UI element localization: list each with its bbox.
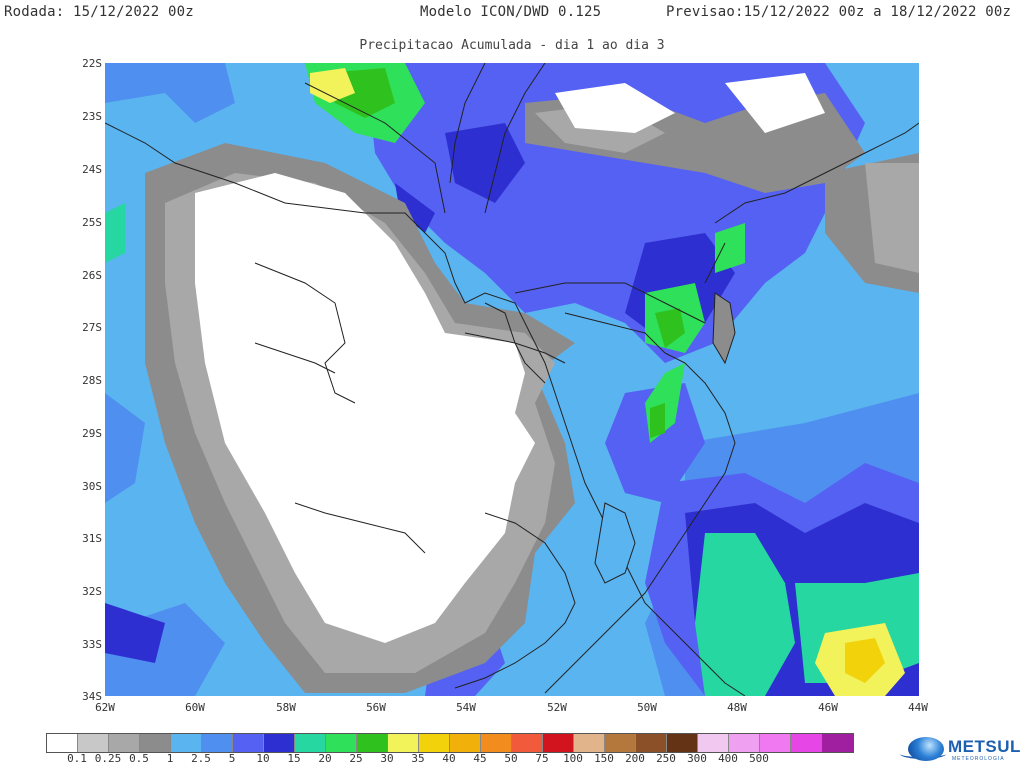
legend-swatch [47, 734, 78, 752]
lagoon [594, 502, 636, 584]
lat-label: 32S [82, 585, 102, 598]
forecast-period-label: Previsao:15/12/2022 00z a 18/12/2022 00z [666, 4, 1012, 20]
legend-swatch [667, 734, 698, 752]
lat-label: 29S [82, 427, 102, 440]
legend-label: 35 [411, 752, 425, 765]
legend-swatch [78, 734, 109, 752]
lat-label: 30S [82, 480, 102, 493]
legend-label: 0.1 [67, 752, 87, 765]
legend-swatch [295, 734, 326, 752]
legend-swatch [822, 734, 853, 752]
legend-swatch [264, 734, 295, 752]
legend-swatch [233, 734, 264, 752]
lat-label: 27S [82, 321, 102, 334]
legend-label: 75 [535, 752, 549, 765]
legend-label: 5 [228, 752, 236, 765]
lat-label: 22S [82, 57, 102, 70]
legend-swatch [791, 734, 822, 752]
map-subtitle: Precipitacao Acumulada - dia 1 ao dia 3 [359, 38, 665, 53]
legend-label: 1 [166, 752, 174, 765]
precip-white-2 [555, 73, 825, 133]
legend-swatch [388, 734, 419, 752]
legend-swatch [202, 734, 233, 752]
lon-label: 60W [185, 701, 205, 714]
legend-label: 30 [380, 752, 394, 765]
lon-label: 58W [276, 701, 296, 714]
legend-swatch [698, 734, 729, 752]
legend-swatch [326, 734, 357, 752]
legend-label: 20 [318, 752, 332, 765]
legend-label: 10 [256, 752, 270, 765]
precip-lightgrey-2 [535, 103, 919, 273]
legend-label: 2.5 [191, 752, 211, 765]
lat-label: 24S [82, 163, 102, 176]
lon-label: 50W [637, 701, 657, 714]
legend-swatch [450, 734, 481, 752]
legend-label: 100 [563, 752, 583, 765]
logo-text: METSUL [948, 737, 1021, 756]
legend-swatch [140, 734, 171, 752]
legend-label: 300 [687, 752, 707, 765]
legend-label: 150 [594, 752, 614, 765]
legend-swatch [512, 734, 543, 752]
legend-label: 200 [625, 752, 645, 765]
precip-20 [105, 203, 919, 696]
lat-label: 25S [82, 216, 102, 229]
globe-icon [908, 737, 944, 761]
lon-label: 56W [366, 701, 386, 714]
island [712, 292, 736, 365]
precip-35 [310, 68, 905, 696]
lon-label: 54W [456, 701, 476, 714]
run-date-label: Rodada: 15/12/2022 00z [4, 4, 194, 20]
legend-swatch [419, 734, 450, 752]
legend-label: 40 [442, 752, 456, 765]
legend-swatch [574, 734, 605, 752]
precipitation-map [105, 63, 919, 696]
legend-label: 0.25 [94, 752, 122, 765]
legend-label: 50 [504, 752, 518, 765]
legend-swatch [543, 734, 574, 752]
legend-swatch [605, 734, 636, 752]
precip-40 [845, 638, 885, 683]
legend-swatch [109, 734, 140, 752]
legend-label: 25 [349, 752, 363, 765]
lon-label: 46W [818, 701, 838, 714]
political-borders [105, 63, 919, 696]
lat-label: 34S [82, 690, 102, 703]
precip-color-scale [46, 733, 854, 753]
legend-swatch [481, 734, 512, 752]
lat-label: 31S [82, 532, 102, 545]
legend-swatch [729, 734, 760, 752]
lat-label: 26S [82, 269, 102, 282]
lon-label: 62W [95, 701, 115, 714]
legend-swatch [636, 734, 667, 752]
lon-label: 52W [547, 701, 567, 714]
model-label: Modelo ICON/DWD 0.125 [420, 4, 602, 20]
lat-label: 28S [82, 374, 102, 387]
precip-30 [325, 68, 685, 438]
metsul-logo: METSUL METEOROLOGIA [900, 735, 1020, 765]
precip-white [195, 173, 535, 643]
legend-swatch [760, 734, 791, 752]
legend-label: 45 [473, 752, 487, 765]
legend-swatch [357, 734, 388, 752]
legend-label: 0.5 [129, 752, 149, 765]
legend-label: 500 [749, 752, 769, 765]
legend-label: 400 [718, 752, 738, 765]
legend-label: 250 [656, 752, 676, 765]
lon-label: 48W [727, 701, 747, 714]
legend-swatch [171, 734, 202, 752]
lat-label: 33S [82, 638, 102, 651]
logo-subtext: METEOROLOGIA [952, 756, 1005, 762]
lon-label: 44W [908, 701, 928, 714]
lat-label: 23S [82, 110, 102, 123]
legend-label: 15 [287, 752, 301, 765]
